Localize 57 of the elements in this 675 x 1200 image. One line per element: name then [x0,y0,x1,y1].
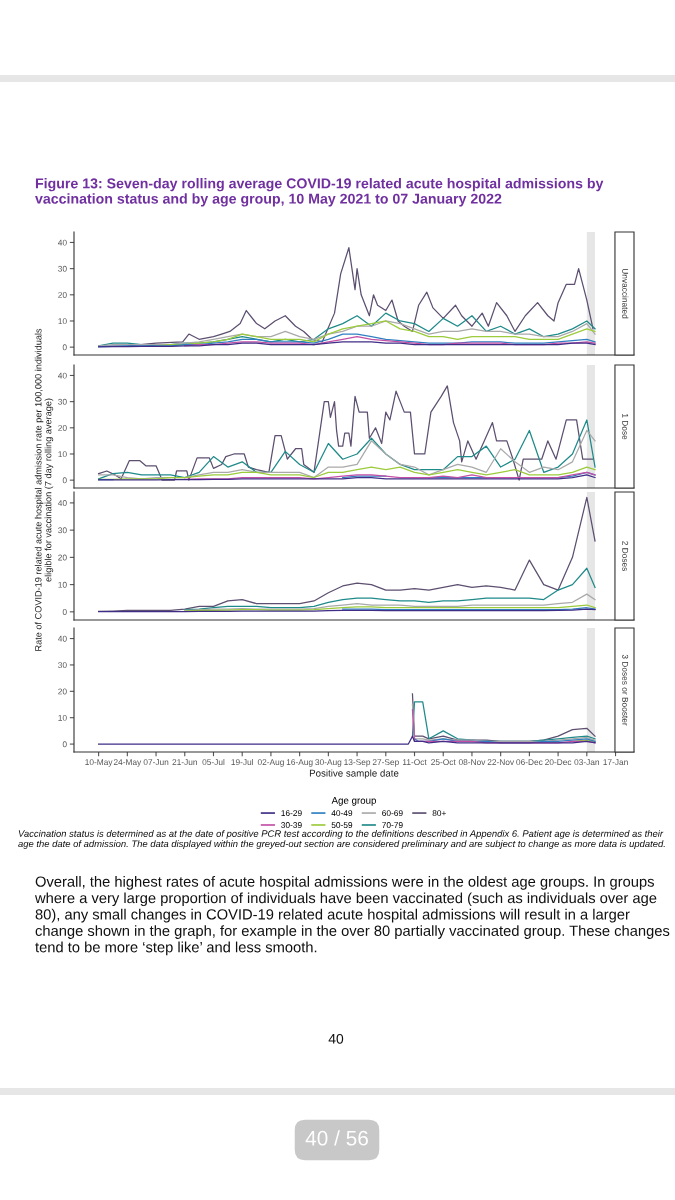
legend-label: 40-49 [331,810,353,817]
y-tick-label: 0 [62,344,67,351]
y-tick-label: 30 [58,398,67,405]
x-tick-label: 03-Jan [574,759,600,766]
text: 40 [328,1033,344,1044]
y-axis-title: Rate of COVID-19 related acute hospital admission rate per 100,000 individuals eligible for vaccination (7 day rolling average) [34,328,54,651]
x-tick-label: 22-Nov [487,759,515,766]
y-tick-label: 0 [62,477,67,484]
y-tick-label: 40 [57,500,67,506]
y-tick-label: 30 [58,265,67,272]
x-tick-label: 13-Sep [344,759,371,767]
y-tick-label: 10 [58,318,67,325]
legend-label: 60-69 [382,810,403,817]
y-tick-label: 40 [57,239,67,246]
x-tick-label: 02-Aug [257,759,284,767]
x-tick-label: 17-Jan [603,759,628,766]
x-tick-label: 07-Jun [143,759,169,766]
x-tick-label: 10-May [85,759,113,767]
text: Overall, the highest rates of acute hospital admissions were in the oldest age groups. In groups where a very large proportion of individuals have been vaccinated (such as individuals over age 80), any small changes in COVID-19 related acute hospital admissions will result in a larger change shown in the graph, for example in the over 80 partially vaccinated group. These changes tend to be more ‘step like’ and less smooth. [34,876,670,956]
text: Unvaccinated [622,268,629,319]
y-tick-label: 20 [58,425,67,431]
x-tick-label: 16-Aug [286,759,313,767]
x-tick-label: 21-Jun [172,759,197,766]
y-tick-label: 20 [58,554,67,561]
chart-title: Figure 13: Seven-day rolling average COVID-19 related acute hospital admissions by vaccination status and by age group, 10 May 2021 to 07 January 2022 [35,178,604,207]
legend-label: 80+ [432,810,446,817]
x-tick-label: 25-Oct [431,759,456,766]
x-tick-label: 27-Sep [372,759,399,767]
y-tick-label: 30 [58,662,67,669]
text: Vaccination status is determined as at the date of positive PCR test according to the definitions described in Appendix 6. Patient age is determined as their age the date of admission. The data displayed within the greyed-out section are considered preliminary and are subject to change as more data is updated. [18,830,665,849]
x-tick-label: 11-Oct [402,759,427,766]
x-tick-label: 08-Nov [458,759,486,766]
y-tick-label: 0 [62,609,67,615]
y-tick-label: 0 [62,741,67,748]
y-tick-label: 10 [58,451,67,458]
legend-label: 70-79 [382,822,403,828]
y-tick-label: 20 [58,292,67,298]
x-tick-label: 19-Jul [231,758,253,766]
x-tick-label: 06-Dec [516,759,543,766]
y-tick-label: 10 [58,714,67,721]
x-tick-label: 30-Aug [315,759,342,767]
x-tick-label: 05-Jul [202,758,225,766]
x-axis-title: Positive sample date [309,769,399,779]
x-tick-label: 24-May [113,759,142,767]
y-tick-label: 30 [58,527,67,534]
y-tick-label: 40 [57,372,67,379]
legend-label: 30-39 [281,822,302,828]
legend-label: 16-29 [281,810,302,817]
y-tick-label: 40 [57,635,67,642]
x-tick-label: 20-Dec [545,759,572,766]
legend-title: Age group [331,797,377,806]
text: 2 Doses [622,541,629,571]
text: 3 Doses or Booster [622,654,629,726]
legend-label: 50-59 [331,822,353,828]
y-tick-label: 10 [58,581,67,588]
text: 1 Dose [622,413,629,440]
y-tick-label: 20 [58,688,67,695]
